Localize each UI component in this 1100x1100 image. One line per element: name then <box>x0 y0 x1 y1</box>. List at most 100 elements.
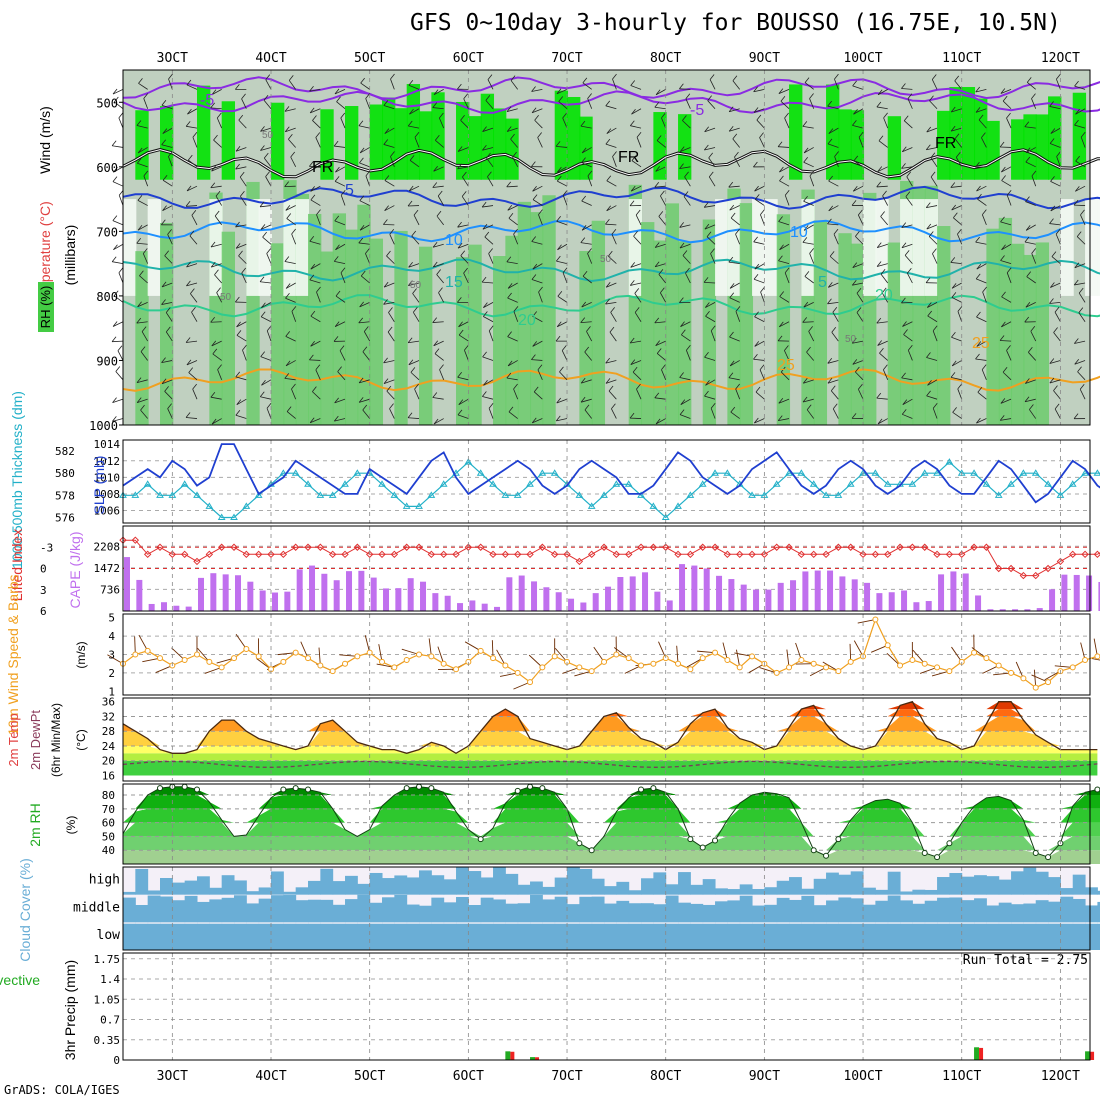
cloud-cell <box>591 896 605 923</box>
rh-dry-cell <box>715 199 729 296</box>
wind-barb-flag <box>858 383 863 390</box>
thickness-point <box>378 480 386 487</box>
cloud-cell <box>739 895 753 923</box>
cloud-cell <box>1011 871 1024 895</box>
wind-barb-flag <box>729 360 735 367</box>
wind-barb-shaft <box>261 379 272 386</box>
wind-10m-point <box>699 655 706 662</box>
wind-barb-shaft <box>809 98 815 109</box>
wind-barb-flag <box>856 287 862 294</box>
wind-barb-flag <box>654 242 660 248</box>
wind-barb-shaft <box>804 82 814 90</box>
wind-barb-shaft <box>1006 117 1012 129</box>
wind-barb-shaft <box>1025 379 1036 384</box>
wind-10m-barb <box>748 663 765 674</box>
time-tick-label-bottom: 10OCT <box>843 1069 882 1084</box>
precip-tick-label: 1.4 <box>100 973 120 986</box>
wind-barb-shaft <box>506 185 518 188</box>
wind-barb-shaft <box>1075 160 1086 168</box>
rh-moist-cell <box>468 116 482 180</box>
rh-2m-point <box>514 787 521 794</box>
wind-barb-shaft <box>951 282 962 289</box>
thickness-point <box>217 513 226 520</box>
wind-barb-shaft <box>926 224 938 230</box>
wind-barb-flag <box>340 189 346 196</box>
wind-barb-flag <box>803 157 808 163</box>
cape-bar <box>765 589 772 611</box>
wind-barb-flag <box>211 418 217 425</box>
rh-moderate-cell <box>937 226 951 425</box>
wind-barb-shaft <box>706 236 716 245</box>
wind-barb-flag <box>735 306 741 312</box>
wind-barb-shaft <box>286 411 296 419</box>
wind-barb-shaft <box>951 336 962 342</box>
rh-moderate-cell <box>419 246 433 425</box>
wind-barb-flag <box>1053 327 1058 333</box>
wind-barb-shaft <box>1080 137 1086 148</box>
wind-barb-flag <box>633 230 638 237</box>
time-tick-label-bottom: 3OCT <box>157 1069 188 1084</box>
wind-barb-flag <box>954 133 960 140</box>
wind-barb-flag <box>285 293 290 299</box>
wind-barb-shaft <box>482 127 494 132</box>
wind-barb-shaft <box>408 282 420 287</box>
wind-barb-shaft <box>531 279 543 284</box>
wind-barb-shaft <box>802 126 814 129</box>
wind-barb-flag <box>538 209 543 215</box>
wind-barb-flag <box>531 86 536 92</box>
wind-barb-shaft <box>1026 82 1036 90</box>
wind-barb-shaft <box>487 79 494 90</box>
wind-barb-flag <box>192 132 198 138</box>
wind-barb-shaft <box>1025 161 1036 168</box>
lifted-index-point <box>180 550 189 559</box>
wind-barb-shaft <box>432 397 444 400</box>
wind-barb-flag <box>260 126 265 132</box>
wind-barb-flag <box>828 205 834 212</box>
wind-barb-shaft <box>161 360 173 363</box>
wind-barb-shaft <box>852 124 864 129</box>
wind-barb-flag <box>581 147 587 154</box>
cloud-cell <box>653 904 667 923</box>
wind-barb-flag <box>390 151 395 157</box>
li-tick-label: -3 <box>40 541 53 554</box>
rh-2m-point <box>157 785 164 792</box>
wind-barb-flag <box>656 135 662 141</box>
rh-dry-cell <box>764 199 778 296</box>
wind-barb-flag <box>286 406 292 412</box>
wind-barb-shaft <box>903 120 913 129</box>
wind-barb-shaft <box>143 175 149 187</box>
wind-barb-shaft <box>112 418 124 422</box>
wind-barb-shaft <box>513 311 519 322</box>
wind-barb-shaft <box>482 147 494 151</box>
cloud-cell <box>665 923 679 950</box>
thickness-point <box>402 502 411 509</box>
wind-barb-shaft <box>457 243 469 249</box>
rh-2m-point <box>823 852 830 859</box>
cloud-cell <box>493 867 506 895</box>
wind-barb-shaft <box>340 272 346 284</box>
rh-2m-band-fill <box>123 808 1100 823</box>
wind-barb-flag <box>439 364 444 370</box>
wind-barb-flag <box>113 290 119 297</box>
wind-barb-flag <box>433 418 439 425</box>
wind-barb-flag <box>1056 151 1061 157</box>
wind-barb-flag <box>487 74 493 80</box>
wind-barb-flag <box>112 416 117 422</box>
wind-barb-flag <box>164 250 169 257</box>
rh-dry-cell <box>246 199 260 296</box>
wind-barb-flag <box>802 121 808 127</box>
wind-10m-barb <box>857 619 876 624</box>
wind-barb-flag <box>925 202 931 208</box>
wind-barb-flag <box>852 262 858 268</box>
wind-barb-shaft <box>610 312 617 322</box>
wind-10m-point <box>638 662 645 669</box>
wind-barb-flag <box>778 321 784 328</box>
wind-barb-flag <box>340 267 346 274</box>
thickness-point <box>822 491 830 498</box>
time-tick-label-bottom: 11OCT <box>942 1069 981 1084</box>
wind-10m-point <box>835 668 842 675</box>
wind-barb-shaft <box>488 253 494 264</box>
wind-barb-flag <box>263 94 269 101</box>
wind-barb-flag <box>612 73 617 80</box>
wind-10m-point <box>909 657 916 664</box>
